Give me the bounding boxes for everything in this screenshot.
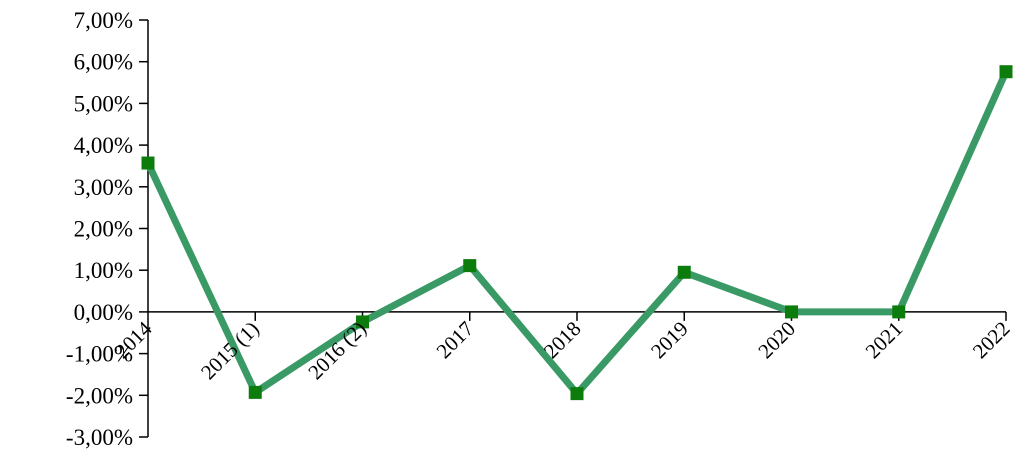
data-point — [248, 385, 262, 399]
y-tick-label: 6,00% — [74, 50, 133, 75]
y-tick-label: -2,00% — [66, 383, 133, 408]
y-tick-label: 4,00% — [74, 133, 133, 158]
y-tick-label: -3,00% — [66, 425, 133, 450]
y-tick-label: 5,00% — [74, 91, 133, 116]
y-axis: 7,00% 6,00% 5,00% 4,00% 3,00% 2,00% 1,00% 0,00%… — [66, 8, 149, 450]
y-tick-label: 0,00% — [74, 300, 133, 325]
x-tick-label: 2015 (1) — [196, 316, 264, 384]
y-tick-label: 2,00% — [74, 217, 133, 242]
data-point — [785, 305, 798, 319]
data-point — [677, 265, 691, 279]
y-tick-label: 1,00% — [74, 258, 133, 283]
data-point — [999, 65, 1013, 79]
x-tick-label: 2022 — [968, 316, 1015, 363]
y-tick-label: -1,00% — [66, 342, 133, 367]
x-tick-label: 2020 — [753, 316, 800, 363]
y-tick-label: 3,00% — [74, 175, 133, 200]
series-group — [141, 65, 1013, 401]
data-point — [463, 259, 477, 273]
data-point — [570, 387, 584, 401]
x-tick-label: 2019 — [646, 316, 693, 363]
y-tick-label: 7,00% — [74, 8, 133, 33]
x-tick-label: 2017 — [432, 316, 479, 363]
x-tick-label: 2021 — [861, 316, 908, 363]
data-point — [892, 305, 906, 319]
data-point — [141, 156, 155, 170]
data-point — [356, 315, 369, 329]
